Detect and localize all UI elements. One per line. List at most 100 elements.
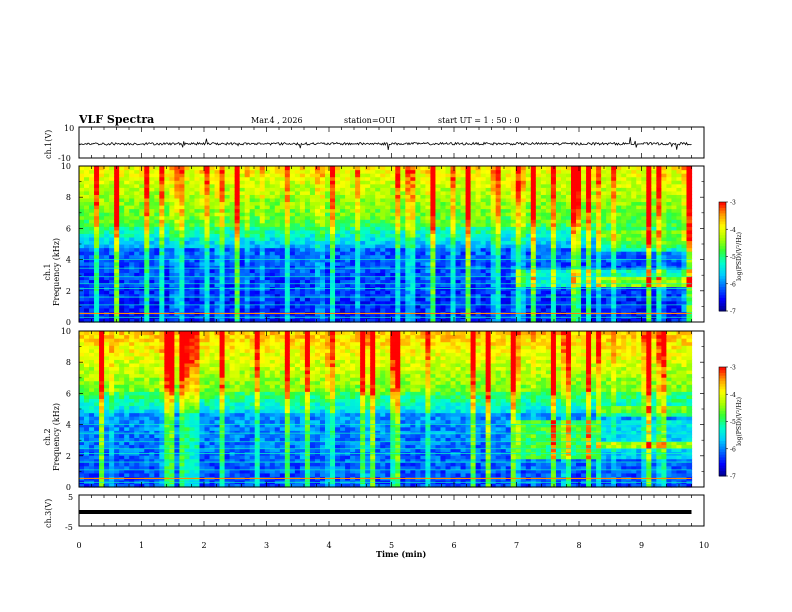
spectrogram-cell: [455, 283, 462, 288]
spectrogram-cell: [495, 240, 502, 245]
spectrogram-cell: [430, 258, 437, 263]
spectrogram-cell: [425, 247, 432, 252]
spectrogram-cell: [360, 261, 366, 266]
spectrogram-cell: [239, 240, 246, 245]
spectrogram-cell: [269, 275, 276, 281]
spectrogram-cell: [485, 258, 492, 263]
spectrogram-cell: [545, 187, 552, 192]
spectrogram-cell: [400, 297, 406, 302]
spectrogram-cell: [490, 300, 497, 305]
spectrogram-cell: [189, 265, 196, 270]
spectrogram-cell: [530, 197, 537, 203]
spectrogram-cell: [631, 197, 637, 203]
spectrogram-cell: [435, 275, 442, 281]
spectrogram-cell: [405, 244, 411, 249]
spectrogram-cell: [249, 173, 256, 178]
spectrogram-cell: [555, 297, 562, 302]
spectrogram-cell: [84, 258, 90, 263]
spectrogram-cell: [405, 183, 411, 188]
spectrogram-cell: [611, 222, 617, 227]
spectrogram-cell: [576, 190, 582, 195]
spectrogram-cell: [319, 236, 326, 242]
spectrogram-cell: [515, 180, 522, 185]
spectrogram-cell: [249, 205, 256, 210]
spectrogram-cell: [621, 197, 627, 203]
spectrogram-cell: [601, 272, 607, 277]
spectrogram-cell: [420, 212, 427, 217]
spectrogram-cell: [495, 304, 502, 309]
spectrogram-cell: [299, 233, 306, 238]
spectrogram-cell: [565, 318, 572, 323]
spectrogram-cell: [410, 180, 416, 185]
spectrogram-cell: [430, 293, 437, 298]
spectrogram-cell: [360, 304, 366, 309]
spectrogram-cell: [149, 201, 155, 206]
spectrogram-cell: [571, 265, 577, 270]
spectrogram-cell: [510, 190, 517, 195]
spectrogram-cell: [525, 180, 532, 185]
spectrogram-cell: [626, 275, 632, 281]
spectrogram-cell: [79, 275, 85, 281]
spectrogram-cell: [520, 197, 527, 203]
spectrogram-cell: [345, 254, 351, 259]
spectrogram-cell: [134, 268, 140, 273]
spectrogram-cell: [520, 180, 527, 185]
spectrogram-cell: [154, 236, 160, 242]
spectrogram-cell: [535, 318, 542, 323]
spectrogram-cell: [284, 297, 291, 302]
spectrogram-cell: [601, 268, 607, 273]
spectrogram-cell: [184, 187, 191, 192]
spectrogram-cell: [485, 233, 492, 238]
spectrogram-cell: [450, 272, 457, 277]
spectrogram-cell: [510, 258, 517, 263]
spectrogram-cell: [555, 219, 562, 224]
spectrogram-cell: [149, 205, 155, 210]
spectrogram-cell: [279, 275, 286, 281]
spectrogram-cell: [565, 183, 572, 188]
spectrogram-cell: [134, 258, 140, 263]
spectrogram-cell: [440, 318, 447, 323]
spectrogram-cell: [189, 318, 196, 323]
spectrogram-cell: [606, 176, 612, 181]
spectrogram-cell: [440, 205, 447, 210]
spectrogram-cell: [606, 226, 612, 231]
spectrogram-cell: [460, 268, 467, 273]
spectrogram-cell: [355, 240, 361, 245]
spectrogram-cell: [104, 205, 110, 210]
spectrogram-cell: [510, 247, 517, 252]
spectrogram-cell: [89, 166, 95, 171]
spectrogram-cell: [164, 173, 170, 178]
spectrogram-cell: [304, 261, 311, 266]
spectrogram-cell: [500, 244, 507, 249]
spectrogram-cell: [309, 233, 316, 238]
spectrogram-cell: [450, 183, 457, 188]
spectrogram-cell: [355, 272, 361, 277]
spectrogram-cell: [350, 304, 356, 309]
spectrogram-cell: [224, 226, 231, 231]
spectrogram-cell: [480, 233, 487, 238]
spectrogram-cell: [144, 258, 150, 263]
spectrogram-cell: [254, 176, 261, 181]
spectrogram-cell: [194, 212, 201, 217]
spectrogram-cell: [360, 226, 366, 231]
spectrogram-cell: [450, 265, 457, 270]
spectrogram-cell: [425, 229, 432, 234]
spectrogram-cell: [410, 212, 416, 217]
spectrogram-cell: [535, 307, 542, 312]
spectrogram-cell: [144, 205, 150, 210]
spectrogram-cell: [345, 275, 351, 281]
spectrogram-cell: [319, 307, 326, 312]
spectrogram-cell: [84, 212, 90, 217]
spectrogram-cell: [370, 208, 376, 213]
spectrogram-cell: [596, 194, 602, 199]
spectrogram-cell: [535, 247, 542, 252]
spectrogram-cell: [465, 229, 472, 234]
spectrogram-cell: [330, 226, 336, 231]
spectrogram-cell: [631, 265, 637, 270]
spectrogram-cell: [304, 236, 311, 242]
spectrogram-cell: [425, 304, 432, 309]
spectrogram-cell: [234, 169, 241, 174]
spectrogram-cell: [405, 233, 411, 238]
spectrogram-cell: [435, 229, 442, 234]
spectrogram-cell: [129, 240, 135, 245]
